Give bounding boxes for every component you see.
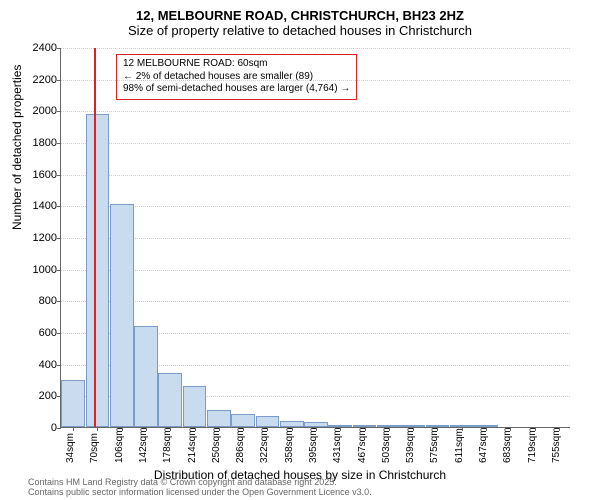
ytick-label: 1800 <box>19 137 57 149</box>
ytick-label: 1000 <box>19 264 57 276</box>
xtick-label: 431sqm <box>332 427 343 463</box>
gridline-h <box>61 175 570 176</box>
histogram-bar <box>256 416 280 427</box>
xtick-label: 395sqm <box>308 427 319 463</box>
ytick-mark <box>57 270 61 271</box>
marker-line <box>94 48 96 427</box>
xtick-label: 358sqm <box>284 427 295 463</box>
gridline-h <box>61 80 570 81</box>
histogram-bar <box>207 410 231 427</box>
ytick-label: 2400 <box>19 42 57 54</box>
xtick-label: 611sqm <box>454 428 465 463</box>
gridline-h <box>61 143 570 144</box>
title-line-1: 12, MELBOURNE ROAD, CHRISTCHURCH, BH23 2… <box>0 8 600 23</box>
xtick-label: 34sqm <box>65 433 76 463</box>
histogram-bar <box>377 425 401 427</box>
x-ticks: 34sqm 70sqm 106sqm 142sqm 178sqm 214sqm 250sqm… <box>61 427 570 467</box>
ytick-mark <box>57 175 61 176</box>
info-line-1: 12 MELBOURNE ROAD: 60sqm <box>123 58 350 71</box>
gridline-h <box>61 238 570 239</box>
histogram-bar <box>426 425 450 427</box>
credit-line-2: Contains public sector information licen… <box>28 488 372 498</box>
gridline-h <box>61 48 570 49</box>
marker-info-box: 12 MELBOURNE ROAD: 60sqm ← 2% of detache… <box>116 54 357 100</box>
xtick-label: 70sqm <box>89 433 100 463</box>
histogram-bar <box>450 425 474 427</box>
gridline-h <box>61 111 570 112</box>
ytick-mark <box>57 428 61 429</box>
xtick-mark <box>73 427 74 431</box>
histogram-bar <box>328 425 352 427</box>
gridline-h <box>61 301 570 302</box>
xtick-label: 719sqm <box>527 427 538 463</box>
xtick-label: 214sqm <box>187 427 198 463</box>
histogram-bar <box>158 373 182 427</box>
info-line-2: ← 2% of detached houses are smaller (89) <box>123 71 350 84</box>
credits: Contains HM Land Registry data © Crown c… <box>28 478 372 498</box>
ytick-label: 200 <box>19 390 57 402</box>
ytick-label: 1600 <box>19 169 57 181</box>
histogram-bar <box>280 421 304 427</box>
xtick-label: 250sqm <box>211 427 222 463</box>
histogram-bar <box>304 422 328 427</box>
title-line-2: Size of property relative to detached ho… <box>0 23 600 38</box>
xtick-label: 683sqm <box>502 427 513 463</box>
xtick-label: 286sqm <box>235 427 246 463</box>
histogram-bar <box>134 326 158 427</box>
chart-container: 12, MELBOURNE ROAD, CHRISTCHURCH, BH23 2… <box>0 0 600 500</box>
ytick-mark <box>57 206 61 207</box>
plot-area: 12 MELBOURNE ROAD: 60sqm ← 2% of detache… <box>60 48 570 428</box>
ytick-label: 2000 <box>19 105 57 117</box>
xtick-label: 322sqm <box>259 427 270 463</box>
ytick-mark <box>57 238 61 239</box>
ytick-label: 800 <box>19 295 57 307</box>
ytick-mark <box>57 48 61 49</box>
ytick-mark <box>57 365 61 366</box>
xtick-label: 106sqm <box>114 427 125 463</box>
xtick-label: 575sqm <box>429 427 440 463</box>
xtick-label: 503sqm <box>381 427 392 463</box>
histogram-bar <box>61 380 85 428</box>
xtick-mark <box>97 427 98 431</box>
title-block: 12, MELBOURNE ROAD, CHRISTCHURCH, BH23 2… <box>0 0 600 38</box>
histogram-bar <box>86 114 110 428</box>
ytick-mark <box>57 301 61 302</box>
gridline-h <box>61 206 570 207</box>
info-line-3: 98% of semi-detached houses are larger (… <box>123 83 350 96</box>
ytick-label: 1200 <box>19 232 57 244</box>
ytick-label: 600 <box>19 327 57 339</box>
xtick-label: 755sqm <box>551 427 562 463</box>
xtick-label: 142sqm <box>138 427 149 463</box>
ytick-label: 1400 <box>19 200 57 212</box>
histogram-bar <box>474 425 498 427</box>
ytick-label: 2200 <box>19 74 57 86</box>
histogram-bar <box>401 425 425 427</box>
xtick-label: 467sqm <box>357 427 368 463</box>
xtick-label: 647sqm <box>478 427 489 463</box>
histogram-bar <box>231 414 255 427</box>
histogram-bar <box>353 425 377 427</box>
ytick-mark <box>57 333 61 334</box>
ytick-mark <box>57 111 61 112</box>
ytick-mark <box>57 80 61 81</box>
xtick-label: 178sqm <box>162 427 173 463</box>
xtick-label: 539sqm <box>405 427 416 463</box>
ytick-label: 0 <box>19 422 57 434</box>
ytick-mark <box>57 143 61 144</box>
ytick-label: 400 <box>19 359 57 371</box>
histogram-bar <box>183 386 207 427</box>
gridline-h <box>61 270 570 271</box>
histogram-bar <box>110 204 134 427</box>
